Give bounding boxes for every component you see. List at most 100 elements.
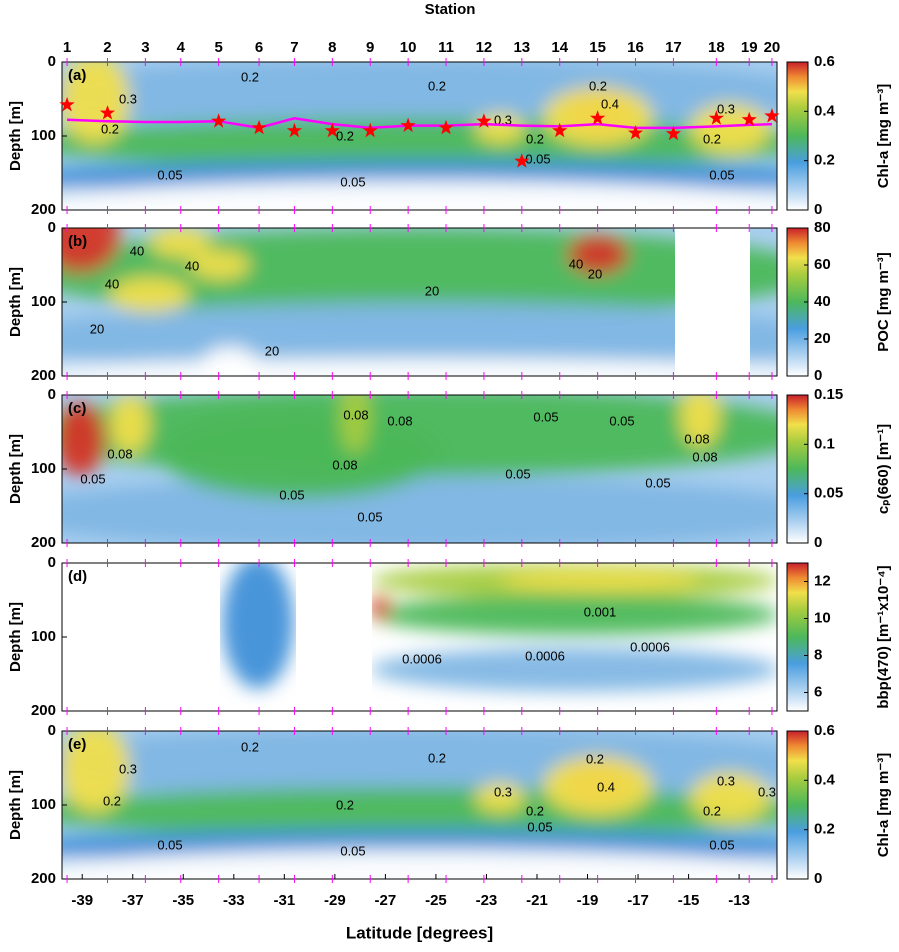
contour-label: 0.08 bbox=[684, 431, 709, 446]
y-axis-label: Depth [m] bbox=[7, 434, 24, 504]
contour-label: 20 bbox=[588, 266, 602, 281]
star-marker bbox=[251, 119, 267, 135]
depth-line bbox=[67, 116, 772, 130]
field-blob bbox=[543, 756, 653, 816]
contour-label: 0.2 bbox=[703, 131, 721, 146]
x-tick-label: -23 bbox=[476, 892, 498, 909]
contour-label: 0.2 bbox=[101, 121, 119, 136]
panel-label: (a) bbox=[68, 67, 86, 84]
station-label: 19 bbox=[741, 39, 758, 56]
contour-label: 0.3 bbox=[758, 784, 776, 799]
station-label: 6 bbox=[255, 39, 263, 56]
panel-label: (e) bbox=[68, 736, 86, 753]
x-tick-label: -33 bbox=[223, 892, 245, 909]
x-tick-label: -13 bbox=[728, 892, 750, 909]
colorbar-tick-label: 0.4 bbox=[814, 771, 836, 788]
data-gap bbox=[62, 563, 220, 711]
x-tick-label: -39 bbox=[71, 892, 93, 909]
field-blob bbox=[62, 402, 105, 477]
y-tick-label: 100 bbox=[31, 127, 56, 144]
colorbar-tick-label: 0 bbox=[814, 870, 822, 887]
colorbar-tick-label: 60 bbox=[814, 256, 831, 273]
star-marker bbox=[590, 110, 606, 125]
y-tick-label: 100 bbox=[31, 293, 56, 310]
x-axis-label: Latitude [degrees] bbox=[346, 923, 493, 942]
contour-label: 0.001 bbox=[584, 604, 617, 619]
y-tick-label: 0 bbox=[48, 53, 56, 70]
contour-label: 0.08 bbox=[387, 413, 412, 428]
x-tick-label: -35 bbox=[172, 892, 194, 909]
figure-title: Station bbox=[425, 1, 476, 18]
contour-label: 0.08 bbox=[332, 457, 357, 472]
y-tick-label: 200 bbox=[31, 201, 56, 218]
station-label: 8 bbox=[328, 39, 336, 56]
field bbox=[62, 62, 777, 210]
colorbar-tick-label: 0.4 bbox=[814, 102, 836, 119]
station-label: 16 bbox=[627, 39, 644, 56]
station-label: 4 bbox=[177, 39, 186, 56]
contour-label: 0.0006 bbox=[630, 639, 670, 654]
y-axis-label: Depth [m] bbox=[7, 101, 24, 171]
colorbar-tick-label: 6 bbox=[814, 683, 822, 700]
contour-label: 0.08 bbox=[107, 446, 132, 461]
colorbar-tick-label: 0.6 bbox=[814, 53, 835, 70]
x-tick-label: -37 bbox=[122, 892, 144, 909]
station-label: 13 bbox=[513, 39, 530, 56]
y-axis-label: Depth [m] bbox=[7, 602, 24, 672]
contour-label: 0.2 bbox=[526, 803, 544, 818]
star-marker bbox=[362, 122, 378, 138]
field-blob bbox=[222, 563, 294, 689]
contour-label: 0.3 bbox=[717, 101, 735, 116]
contour-label: 0.05 bbox=[505, 466, 530, 481]
colorbar-tick-label: 10 bbox=[814, 609, 831, 626]
colorbar-label: Chl-a [mg m⁻³] bbox=[875, 84, 892, 189]
y-tick-label: 0 bbox=[48, 219, 56, 236]
star-marker bbox=[400, 117, 416, 133]
y-tick-label: 0 bbox=[48, 554, 56, 571]
station-label: 15 bbox=[589, 39, 606, 56]
colorbar-tick-label: 0.05 bbox=[814, 485, 843, 502]
contour-label: 0.05 bbox=[157, 167, 182, 182]
field-blob bbox=[690, 772, 770, 823]
colorbar bbox=[786, 730, 809, 880]
contour-label: 0.05 bbox=[525, 151, 550, 166]
field-blob bbox=[62, 180, 777, 210]
field-blob bbox=[160, 409, 440, 499]
field-blobs bbox=[62, 395, 777, 543]
field-blob bbox=[62, 228, 120, 273]
colorbar-tick-label: 0.2 bbox=[814, 152, 835, 169]
y-tick-label: 100 bbox=[31, 628, 56, 645]
contour-label: 0.0006 bbox=[525, 648, 565, 663]
contour-label: 40 bbox=[185, 258, 199, 273]
y-tick-label: 0 bbox=[48, 722, 56, 739]
station-label: 11 bbox=[438, 39, 454, 56]
field-blob bbox=[62, 849, 777, 879]
y-tick-label: 200 bbox=[31, 534, 56, 551]
field-blob bbox=[680, 395, 720, 447]
contour-label: 0.05 bbox=[533, 409, 558, 424]
star-marker bbox=[324, 122, 340, 138]
station-label: 20 bbox=[764, 39, 781, 56]
station-label: 5 bbox=[214, 39, 222, 56]
panel-label: (c) bbox=[68, 400, 86, 417]
field-blob bbox=[62, 476, 777, 543]
y-axis-label: Depth [m] bbox=[7, 267, 24, 337]
colorbar-label: bbp(470) [m⁻¹x10⁻⁴] bbox=[875, 565, 892, 708]
field-blob bbox=[340, 395, 370, 455]
contour-label: 0.3 bbox=[717, 773, 735, 788]
colorbar-tick-label: 12 bbox=[814, 572, 831, 589]
contour-label: 0.05 bbox=[340, 174, 365, 189]
data-gap bbox=[296, 563, 372, 711]
colorbar-tick-label: 8 bbox=[814, 646, 822, 663]
y-tick-label: 100 bbox=[31, 796, 56, 813]
contour-label: 0.2 bbox=[428, 750, 446, 765]
station-label: 14 bbox=[551, 39, 568, 56]
contour-label: 0.05 bbox=[279, 487, 304, 502]
station-label: 3 bbox=[141, 39, 149, 56]
contour-label: 20 bbox=[265, 343, 279, 358]
star-marker bbox=[708, 110, 724, 125]
x-tick-label: -15 bbox=[678, 892, 700, 909]
y-axis-label: Depth [m] bbox=[7, 770, 24, 840]
contour-label: 0.08 bbox=[343, 407, 368, 422]
